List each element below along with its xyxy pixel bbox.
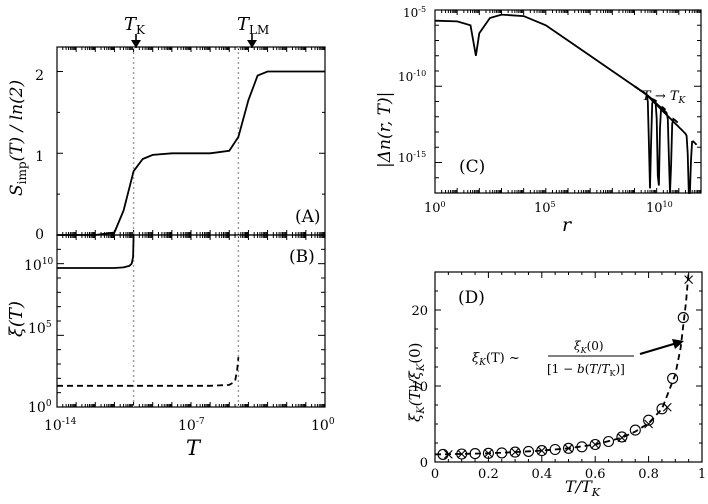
circle-point (616, 431, 628, 443)
circle-point (509, 446, 521, 458)
d-xtick-label: 1 (698, 467, 706, 482)
cross-point (537, 446, 547, 455)
circle-point (629, 424, 641, 436)
panel-a-frame (56, 46, 326, 236)
a-ytick-0: 0 (35, 227, 44, 243)
formula-numerator: ξK(0) (574, 339, 604, 355)
entropy-curve (57, 70, 325, 236)
density-branch-curves (634, 85, 698, 194)
circle-point (667, 372, 679, 384)
cross-point (510, 447, 520, 457)
xi-solid-curve (57, 234, 135, 269)
circle-point (656, 403, 668, 415)
panel-d-ylabel: ξK(T)/ξK(0) (406, 342, 427, 422)
circle-point (643, 414, 655, 426)
tlm-arrow-head (247, 40, 257, 48)
circle-point (536, 445, 548, 457)
formula-arrow (639, 341, 678, 356)
circle-point (482, 447, 494, 459)
formula-lhs: ξK(T) ~ (472, 351, 520, 368)
b-xtick-m14: 10-14 (44, 417, 77, 434)
d-xtick-label: 0.4 (531, 467, 552, 482)
circle-point (522, 445, 535, 457)
xi-dashed-curve (57, 357, 240, 387)
panel-b-frame (56, 234, 326, 408)
cross-point (662, 402, 672, 412)
cross-point (457, 449, 467, 459)
c-xtick-10: 1010 (646, 200, 673, 216)
c-xtick-5: 105 (534, 200, 556, 216)
circle-point (576, 441, 588, 453)
circle-markers (437, 312, 689, 460)
cross-point (443, 450, 453, 459)
fit-formula: ξK(T) ~ ξK(0) [1 − b(T/TK)] (472, 339, 684, 378)
panel-d: (D) ξK(T) ~ ξK(0) [1 − b(T/TK)] ξK(T)/ξK… (406, 271, 706, 499)
density-main-curve (434, 13, 636, 88)
cross-point (484, 448, 493, 458)
c-ytick-m5: 10-5 (403, 5, 426, 20)
tk-arrow-head (131, 40, 141, 48)
circle-point (562, 442, 575, 454)
b-xtick-m7: 10-7 (178, 417, 205, 434)
a-ytick-1: 1 (35, 149, 44, 165)
b-xtick-0: 100 (311, 417, 335, 434)
panel-b-xlabel: T (186, 436, 202, 460)
circle-point (469, 448, 481, 460)
b-ytick-10: 1010 (24, 257, 54, 274)
panel-c-ylabel: |Δn(r, T)| (375, 92, 395, 168)
panel-c: (C) T → TK |Δn(r, T)| 10-5 10-10 10-15 1… (375, 5, 702, 236)
cross-point (684, 275, 694, 284)
a-ytick-2: 2 (35, 68, 44, 84)
circle-point (549, 443, 561, 456)
panel-c-xlabel: r (562, 214, 573, 236)
circle-point (496, 447, 508, 459)
b-ytick-0: 100 (28, 399, 52, 416)
panel-c-label: (C) (459, 157, 485, 177)
formula-denominator: [1 − b(T/TK)] (547, 362, 625, 378)
tk-marker-label: TK (124, 14, 146, 37)
panel-d-label: (D) (458, 288, 485, 308)
cross-point (617, 433, 627, 443)
panel-b-label: (B) (289, 247, 315, 267)
circle-point (456, 448, 468, 460)
panel-c-annotation: T → TK (642, 89, 687, 106)
panel-b-ticks (56, 234, 325, 408)
tlm-marker-label: TLM (237, 14, 269, 37)
c-xtick-0: 100 (424, 200, 446, 216)
panel-a: (A) 0 1 2 Simp(T) / ln(2) TK TLM (7, 14, 326, 243)
b-ytick-5: 105 (28, 320, 52, 337)
panel-c-ticks (434, 9, 701, 194)
circle-point (677, 312, 689, 324)
panel-a-label: (A) (295, 207, 321, 227)
d-xtick-label: 0.8 (638, 467, 659, 482)
d-ytick-label: 0 (420, 456, 428, 471)
cross-markers (443, 275, 694, 459)
d-ytick-label: 10 (411, 380, 428, 395)
circle-point (589, 438, 601, 451)
cross-point (590, 440, 600, 449)
panel-b: (B) ξ(T) 100 105 1010 10-14 10-7 100 T (6, 234, 335, 460)
d-xtick-label: 0.2 (478, 467, 499, 482)
panel-d-ticks (434, 271, 703, 463)
c-ytick-m15: 10-15 (398, 150, 426, 165)
cross-point (644, 419, 653, 429)
d-xtick-label: 0.6 (585, 467, 606, 482)
c-ytick-m10: 10-10 (398, 69, 426, 84)
panel-a-ylabel: Simp(T) / ln(2) (7, 80, 29, 196)
d-xtick-label: 0 (431, 467, 439, 482)
cross-point (564, 443, 573, 453)
formula-arrow-head (672, 339, 684, 349)
panel-a-ticks (56, 47, 325, 236)
d-ytick-label: 20 (411, 304, 428, 319)
density-branch-4 (634, 85, 698, 194)
circle-point (602, 435, 615, 448)
panel-b-ylabel: ξ(T) (6, 301, 27, 337)
